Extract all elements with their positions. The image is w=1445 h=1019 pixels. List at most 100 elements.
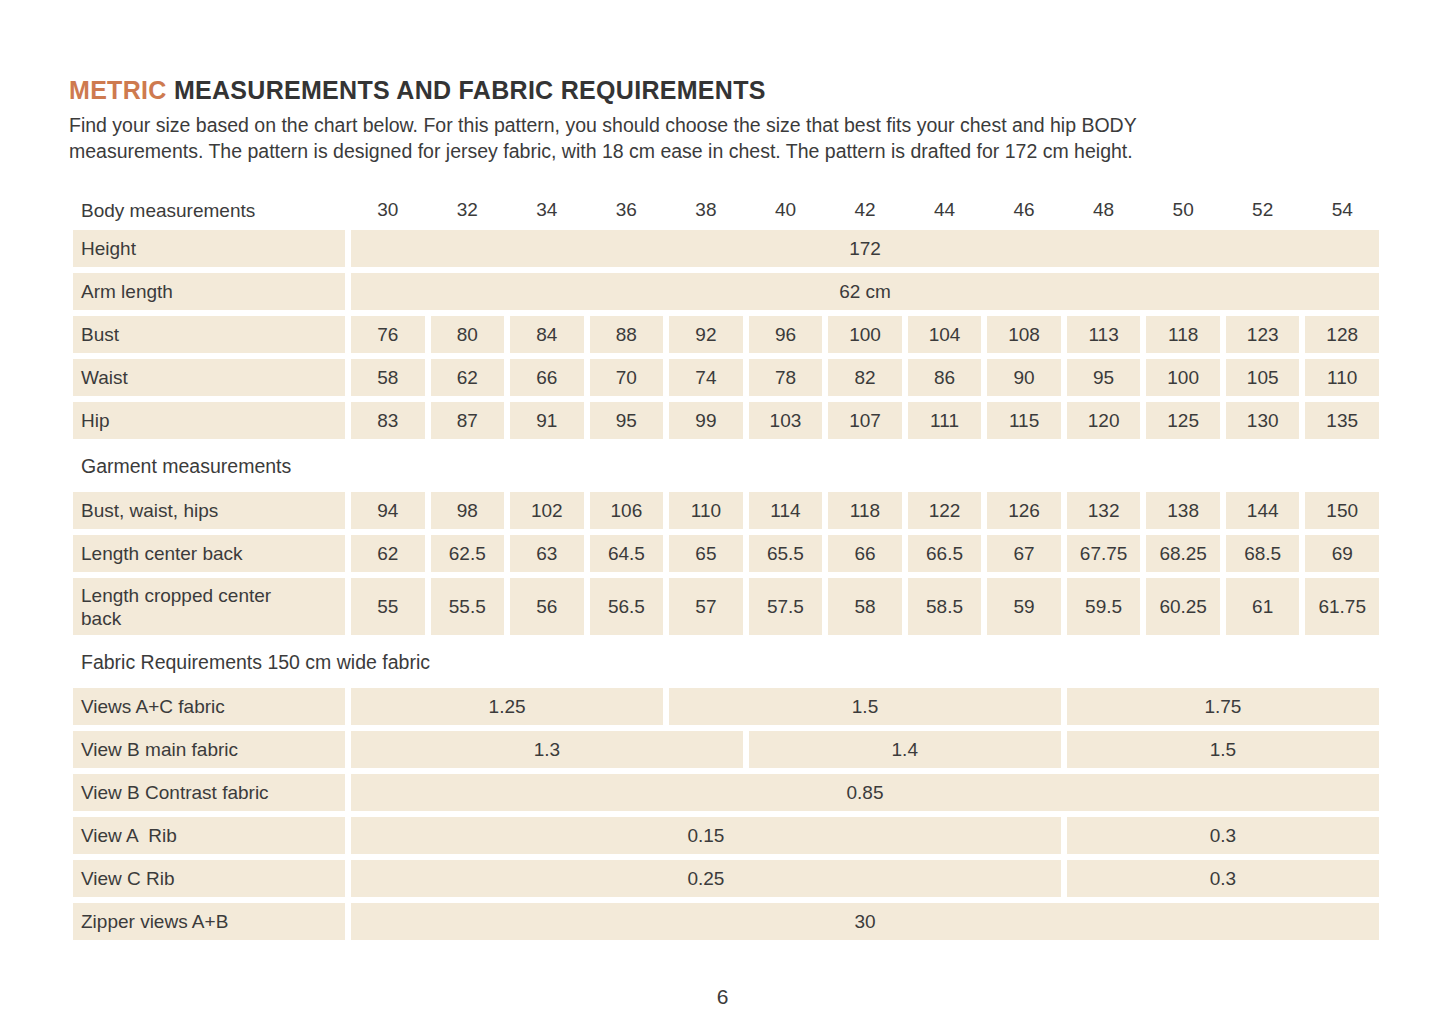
value-cell: 106 — [590, 492, 664, 529]
value-cell: 0.3 — [1067, 817, 1379, 854]
page-title: METRIC MEASUREMENTS AND FABRIC REQUIREME… — [69, 76, 1376, 105]
row-label: View C Rib — [73, 860, 345, 897]
value-cell: 122 — [908, 492, 982, 529]
value-cell: 74 — [669, 359, 743, 396]
value-cell: 132 — [1067, 492, 1141, 529]
value-cell: 0.15 — [351, 817, 1061, 854]
value-cell: 94 — [351, 492, 425, 529]
value-cell: 123 — [1226, 316, 1300, 353]
value-cell: 150 — [1305, 492, 1379, 529]
page-number: 6 — [0, 985, 1445, 1009]
row-label: Bust — [73, 316, 345, 353]
value-cell: 66 — [828, 535, 902, 572]
value-cell: 115 — [987, 402, 1061, 439]
value-cell: 62 — [351, 535, 425, 572]
value-cell: 130 — [1226, 402, 1300, 439]
value-cell: 107 — [828, 402, 902, 439]
value-cell: 88 — [590, 316, 664, 353]
value-cell: 76 — [351, 316, 425, 353]
value-cell: 58.5 — [908, 578, 982, 635]
intro-line-2: measurements. The pattern is designed fo… — [69, 140, 1133, 162]
value-cell: 96 — [749, 316, 823, 353]
value-cell: 1.5 — [669, 688, 1061, 725]
value-cell: 110 — [1305, 359, 1379, 396]
value-cell: 67 — [987, 535, 1061, 572]
value-cell: 118 — [828, 492, 902, 529]
value-cell: 61 — [1226, 578, 1300, 635]
value-cell: 61.75 — [1305, 578, 1379, 635]
value-cell: 82 — [828, 359, 902, 396]
value-cell: 135 — [1305, 402, 1379, 439]
value-cell: 113 — [1067, 316, 1141, 353]
value-cell: 56 — [510, 578, 584, 635]
size-header-cell: 48 — [1067, 196, 1141, 224]
value-cell: 60.25 — [1146, 578, 1220, 635]
value-cell: 102 — [510, 492, 584, 529]
table-row: View C Rib0.250.3 — [73, 860, 1379, 897]
value-cell: 78 — [749, 359, 823, 396]
row-label: Views A+C fabric — [73, 688, 345, 725]
column-header-label: Body measurements — [73, 196, 345, 224]
table-row: View B Contrast fabric0.85 — [73, 774, 1379, 811]
intro-line-1: Find your size based on the chart below.… — [69, 114, 1137, 136]
row-label: Bust, waist, hips — [73, 492, 345, 529]
value-cell: 70 — [590, 359, 664, 396]
value-cell: 65 — [669, 535, 743, 572]
value-cell: 65.5 — [749, 535, 823, 572]
value-cell: 172 — [351, 230, 1379, 267]
size-header-cell: 38 — [669, 196, 743, 224]
value-cell: 0.85 — [351, 774, 1379, 811]
row-label: View B Contrast fabric — [73, 774, 345, 811]
value-cell: 95 — [1067, 359, 1141, 396]
measurements-table: Body measurements30323436384042444648505… — [73, 196, 1379, 940]
value-cell: 59.5 — [1067, 578, 1141, 635]
row-label: Hip — [73, 402, 345, 439]
value-cell: 1.75 — [1067, 688, 1379, 725]
table-row: Waist58626670747882869095100105110 — [73, 359, 1379, 396]
value-cell: 98 — [431, 492, 505, 529]
value-cell: 126 — [987, 492, 1061, 529]
page-title-highlight: METRIC — [69, 76, 167, 104]
row-label: Zipper views A+B — [73, 903, 345, 940]
value-cell: 95 — [590, 402, 664, 439]
table-row: Height172 — [73, 230, 1379, 267]
value-cell: 56.5 — [590, 578, 664, 635]
value-cell: 125 — [1146, 402, 1220, 439]
size-header-cell: 30 — [351, 196, 425, 224]
value-cell: 57.5 — [749, 578, 823, 635]
value-cell: 110 — [669, 492, 743, 529]
value-cell: 103 — [749, 402, 823, 439]
value-cell: 128 — [1305, 316, 1379, 353]
intro-text: Find your size based on the chart below.… — [69, 112, 1376, 164]
size-header-cell: 44 — [908, 196, 982, 224]
size-header-cell: 46 — [987, 196, 1061, 224]
value-cell: 0.25 — [351, 860, 1061, 897]
table-row: Bust, waist, hips94981021061101141181221… — [73, 492, 1379, 529]
value-cell: 55 — [351, 578, 425, 635]
value-cell: 63 — [510, 535, 584, 572]
row-label: Height — [73, 230, 345, 267]
page-title-rest: MEASUREMENTS AND FABRIC REQUIREMENTS — [167, 76, 766, 104]
table-row: Views A+C fabric1.251.51.75 — [73, 688, 1379, 725]
value-cell: 91 — [510, 402, 584, 439]
value-cell: 83 — [351, 402, 425, 439]
table-row: Length center back6262.56364.56565.56666… — [73, 535, 1379, 572]
value-cell: 104 — [908, 316, 982, 353]
value-cell: 114 — [749, 492, 823, 529]
value-cell: 111 — [908, 402, 982, 439]
value-cell: 62 cm — [351, 273, 1379, 310]
value-cell: 120 — [1067, 402, 1141, 439]
value-cell: 66.5 — [908, 535, 982, 572]
row-label: Length center back — [73, 535, 345, 572]
value-cell: 80 — [431, 316, 505, 353]
table-row: Arm length62 cm — [73, 273, 1379, 310]
table-row: Hip8387919599103107111115120125130135 — [73, 402, 1379, 439]
value-cell: 138 — [1146, 492, 1220, 529]
value-cell: 86 — [908, 359, 982, 396]
row-label: View A Rib — [73, 817, 345, 854]
value-cell: 87 — [431, 402, 505, 439]
table-header-row: Body measurements30323436384042444648505… — [73, 196, 1379, 224]
value-cell: 1.4 — [749, 731, 1061, 768]
value-cell: 57 — [669, 578, 743, 635]
size-header-cell: 40 — [749, 196, 823, 224]
